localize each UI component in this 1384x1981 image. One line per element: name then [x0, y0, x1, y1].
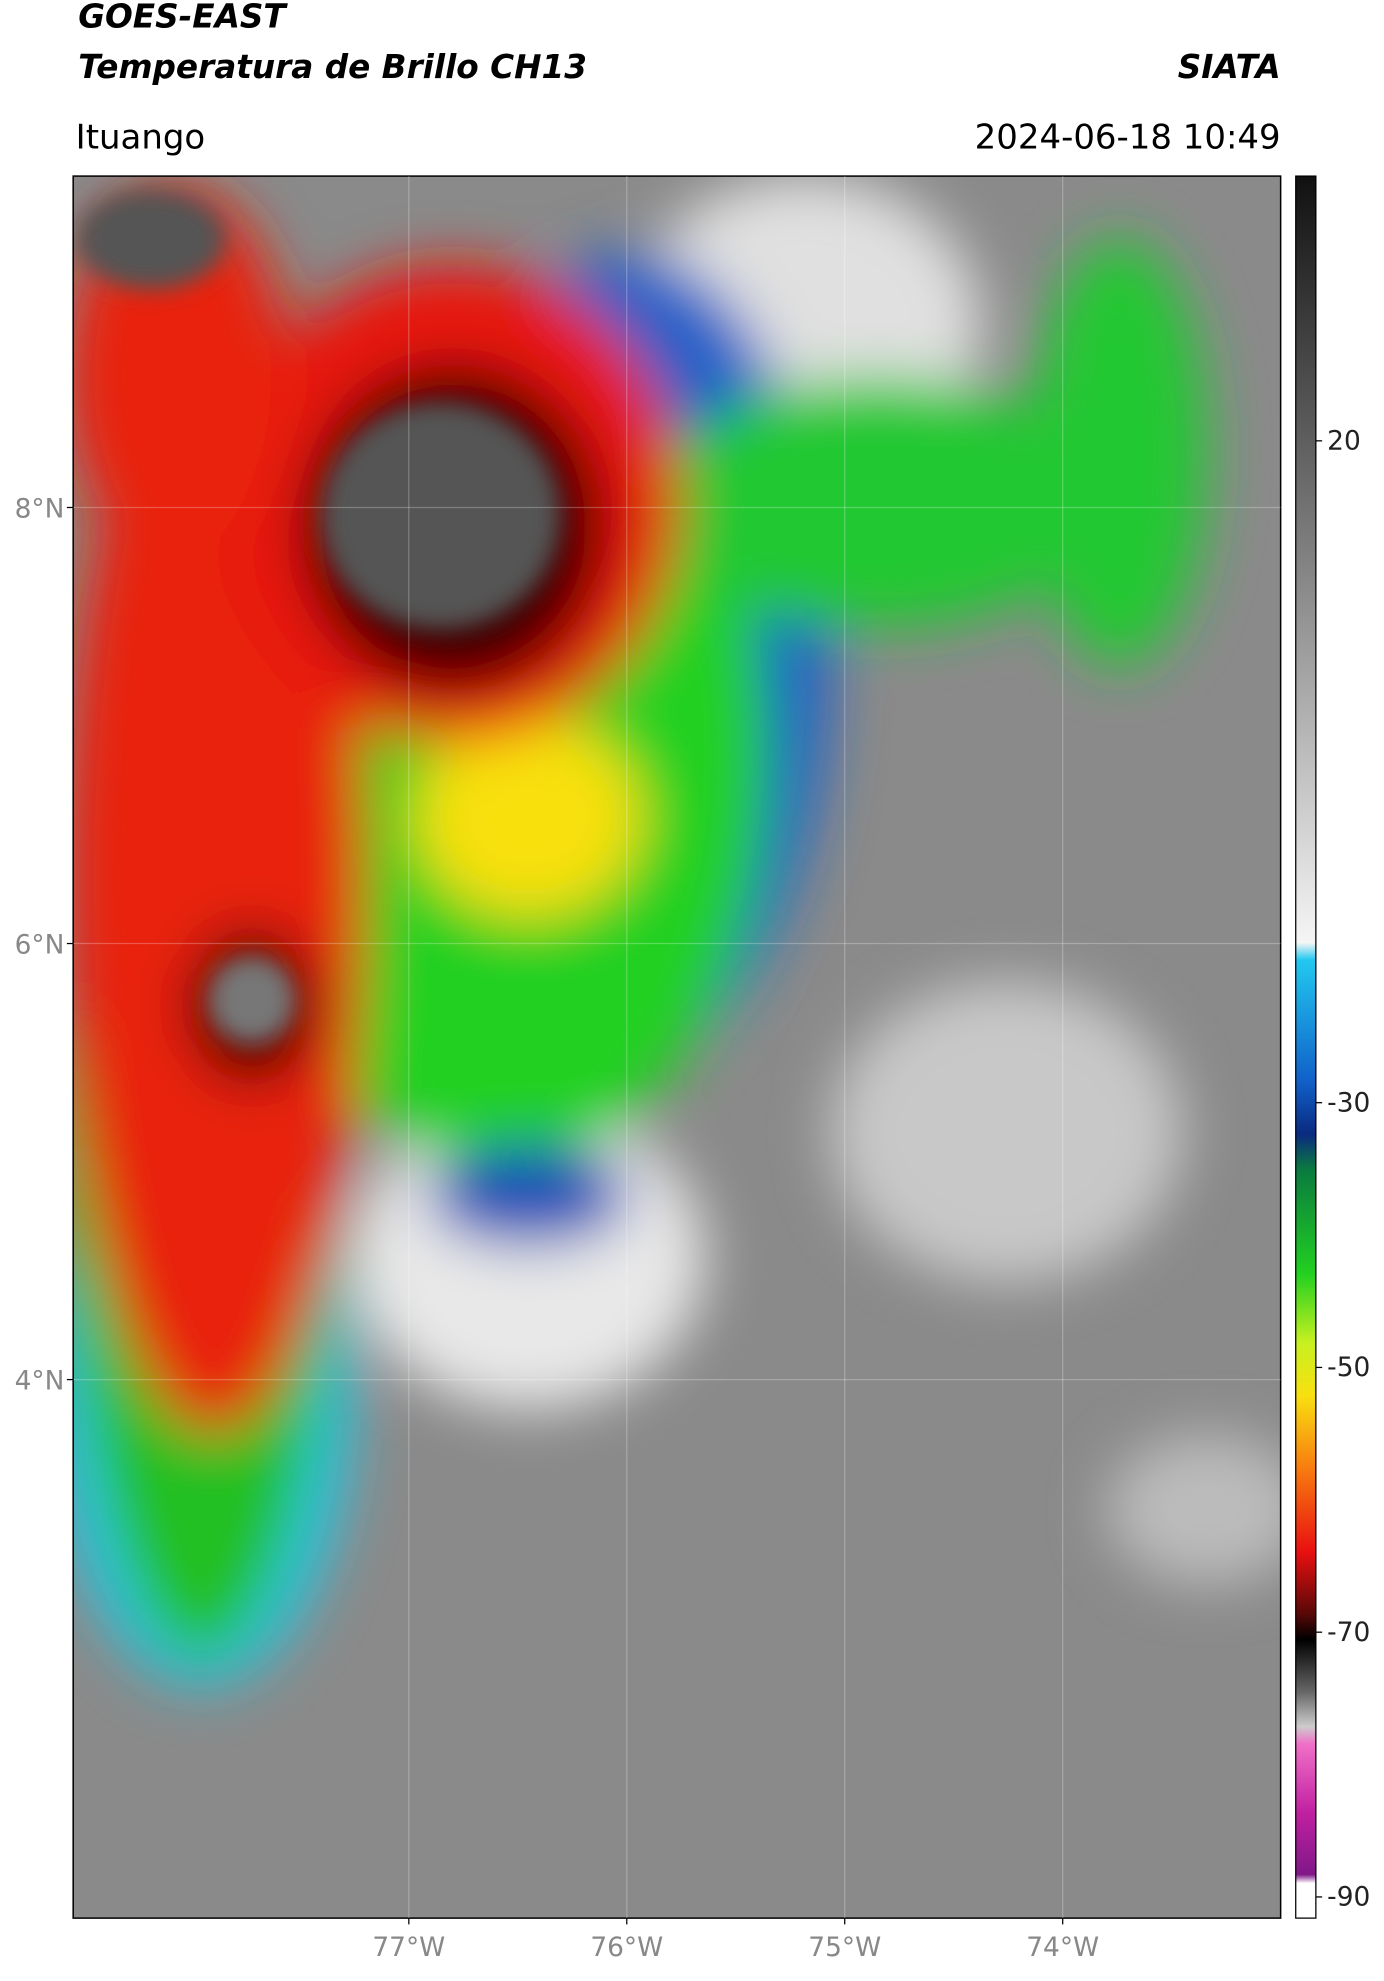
map-frame — [72, 175, 1282, 1919]
colorbar-label: -50 — [1327, 1352, 1370, 1383]
lat-label: 8°N — [15, 494, 65, 525]
lon-label: 76°W — [590, 1932, 663, 1963]
colorbar — [1295, 175, 1317, 1919]
datetime: 2024-06-18 10:49 — [975, 117, 1281, 157]
satellite-image — [73, 176, 1281, 1919]
lon-label: 77°W — [372, 1932, 445, 1963]
lon-label: 74°W — [1026, 1932, 1099, 1963]
subtitle: Temperatura de Brillo CH13 — [78, 48, 587, 86]
location: Ituango — [76, 117, 206, 157]
colorbar-label: -70 — [1327, 1617, 1370, 1648]
colorbar-label: 20 — [1327, 426, 1361, 457]
lat-label: 4°N — [15, 1366, 65, 1397]
lon-label: 75°W — [808, 1932, 881, 1963]
colorbar-label: -90 — [1327, 1882, 1370, 1913]
title: GOES-EAST — [78, 0, 288, 36]
colorbar-label: -30 — [1327, 1088, 1370, 1119]
organization: SIATA — [1178, 48, 1281, 86]
lat-label: 6°N — [15, 930, 65, 961]
